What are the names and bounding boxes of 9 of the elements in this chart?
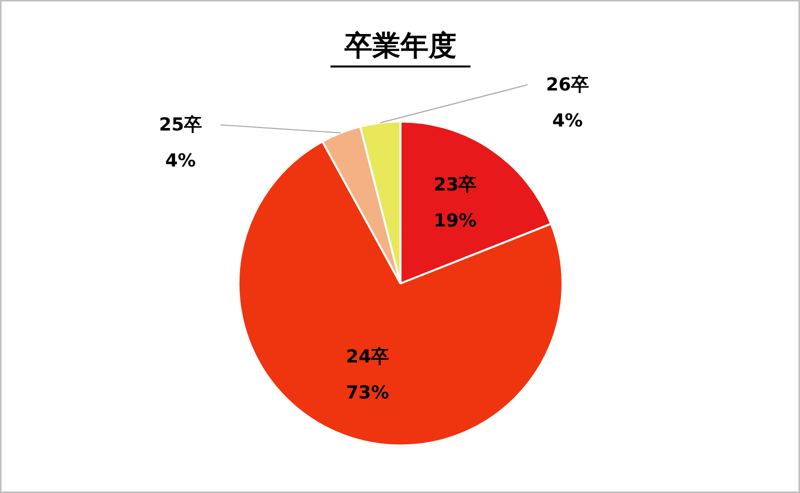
slice-label: 24卒 bbox=[346, 346, 390, 368]
data-label: 4% bbox=[552, 110, 583, 132]
chart-title: 卒業年度 bbox=[344, 29, 456, 62]
slice-label: 26卒 bbox=[546, 74, 590, 96]
data-label: 19% bbox=[434, 210, 477, 232]
slice-label: 25卒 bbox=[158, 114, 202, 136]
data-label: 73% bbox=[346, 382, 390, 404]
data-label: 4% bbox=[165, 150, 196, 172]
slice-label: 23卒 bbox=[434, 174, 477, 196]
